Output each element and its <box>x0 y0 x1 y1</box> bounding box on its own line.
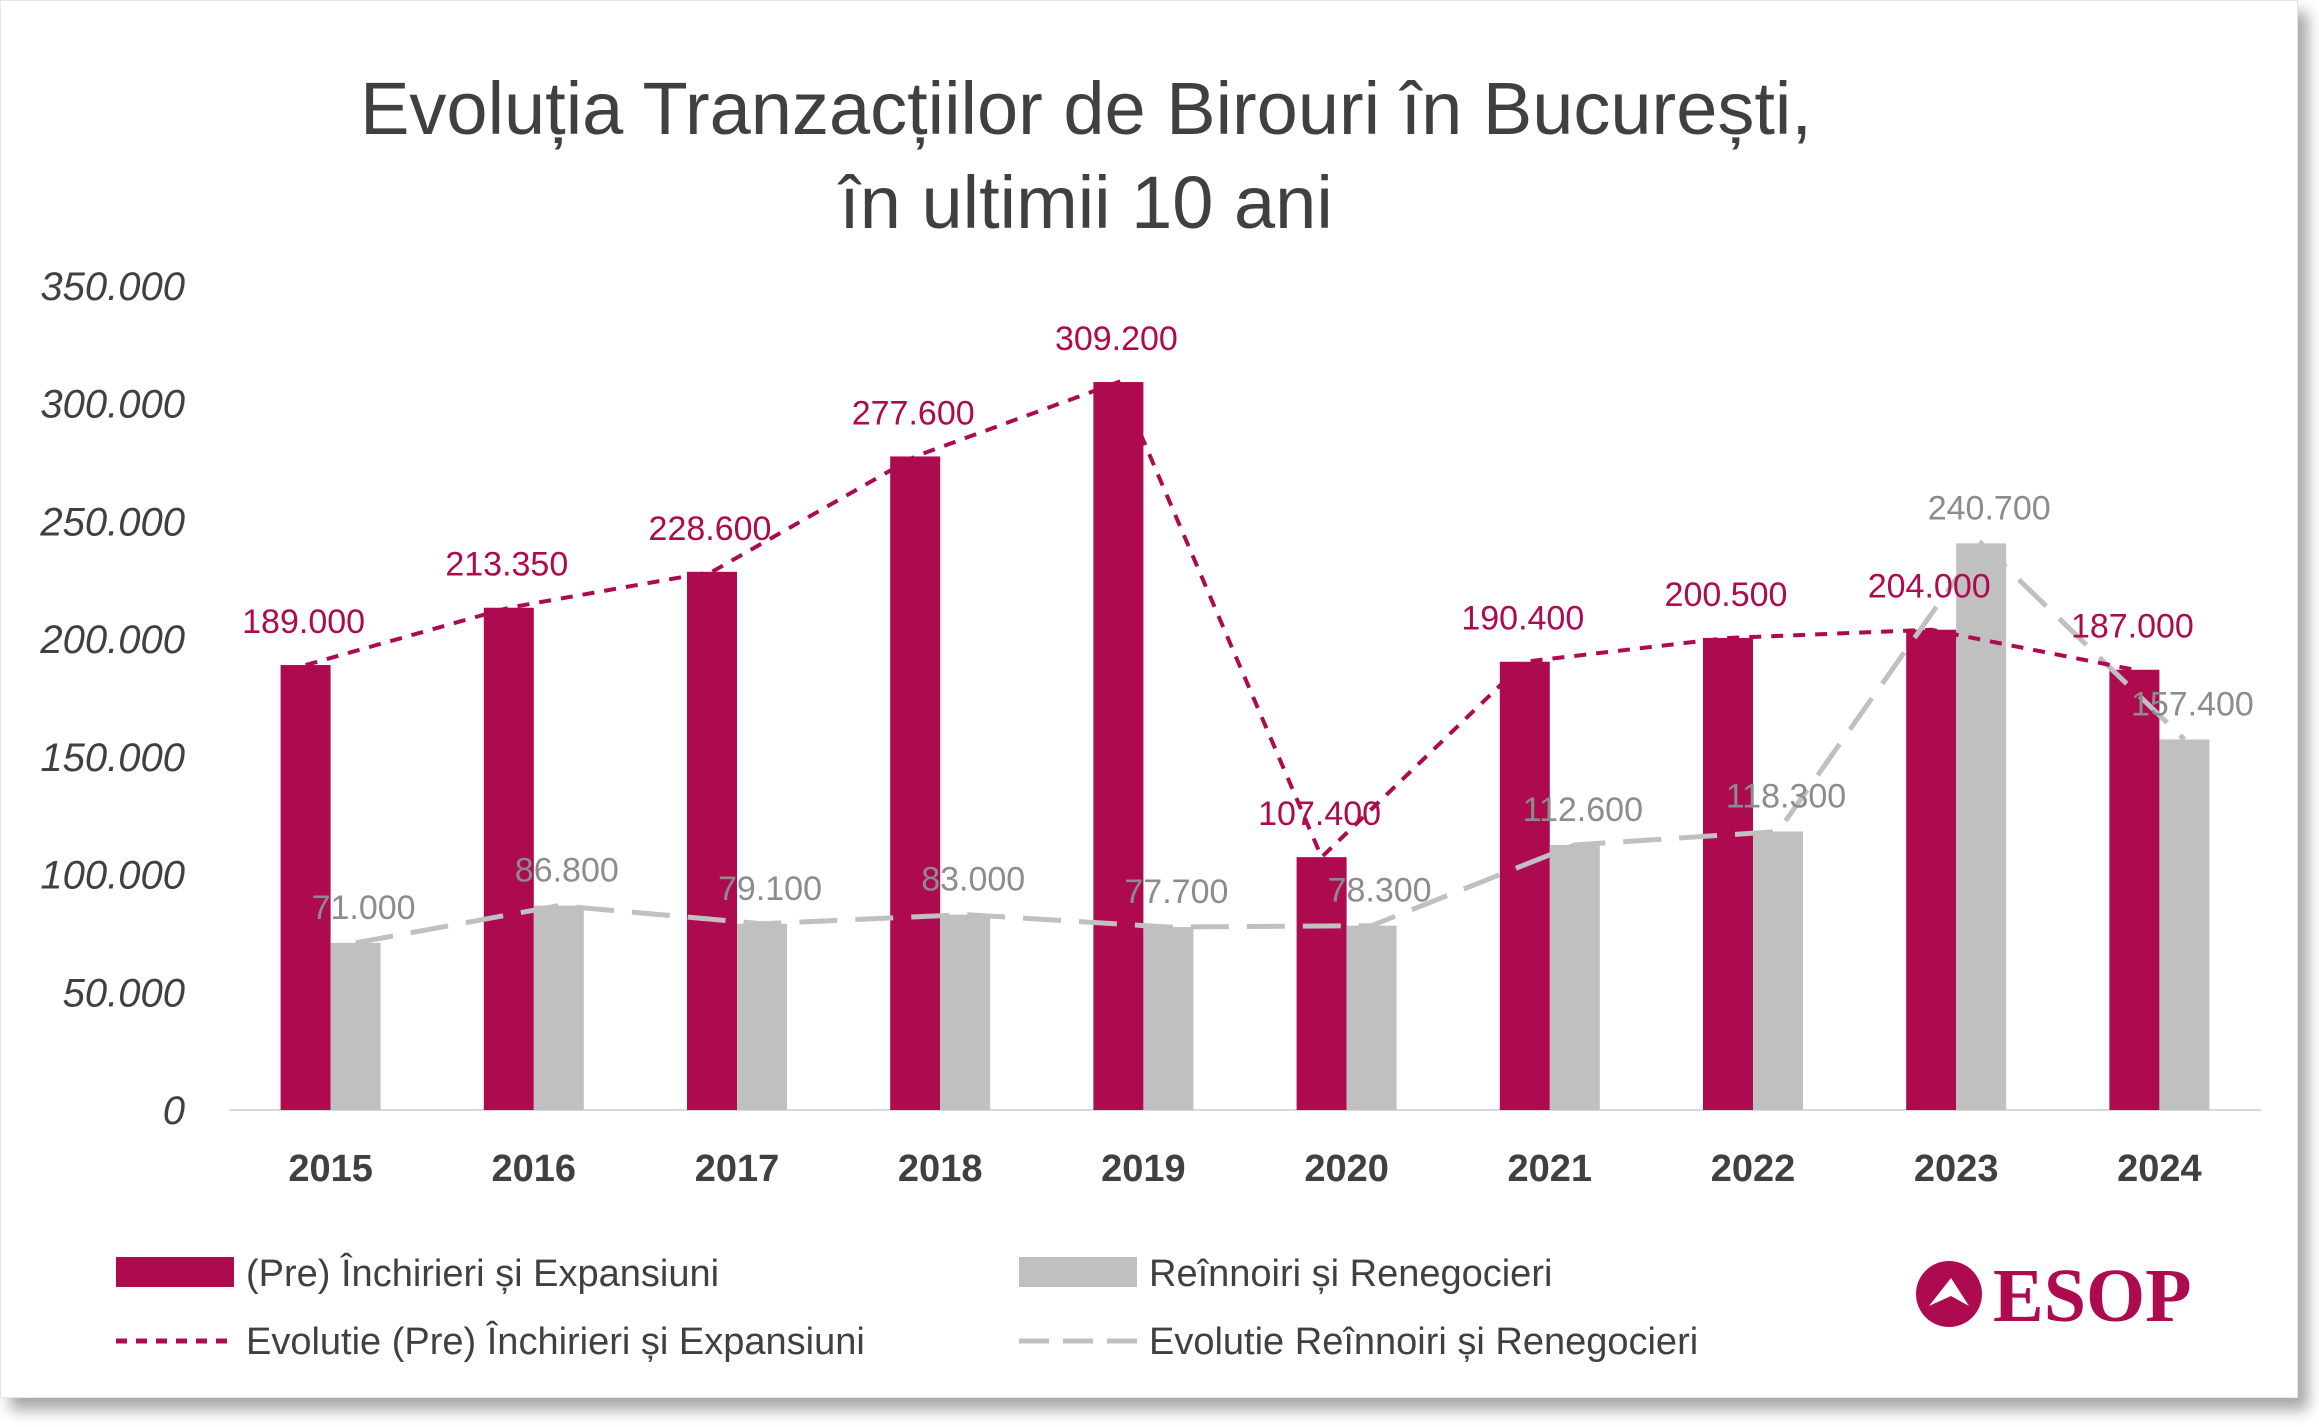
y-tick-label: 250.000 <box>39 500 185 544</box>
data-label-2023-b: 240.700 <box>1928 489 2051 527</box>
bar-2020-b <box>1346 925 1397 1110</box>
data-label-2017-b: 79.100 <box>718 870 822 908</box>
data-label-2015-a: 189.000 <box>242 603 365 641</box>
x-tick-label: 2016 <box>492 1148 577 1190</box>
chart-title-line-2: în ultimii 10 ani <box>837 161 1333 244</box>
y-tick-label: 300.000 <box>40 383 185 427</box>
legend-label-line-b: Evolutie Reînnoiri și Renegocieri <box>1149 1321 1698 1363</box>
data-label-2024-b: 157.400 <box>2131 685 2254 723</box>
data-label-2016-b: 86.800 <box>515 852 619 890</box>
bar-2015-b <box>330 942 381 1110</box>
data-label-2017-a: 228.600 <box>649 510 772 548</box>
data-label-2021-b: 112.600 <box>1523 791 1643 829</box>
data-label-2020-b: 78.300 <box>1328 872 1432 910</box>
chart-title-line-1: Evoluția Tranzacțiilor de Birouri în Buc… <box>360 67 1812 150</box>
legend-swatch-bar-b <box>1019 1257 1137 1287</box>
esop-logo: ESOP <box>1916 1254 2192 1338</box>
legend-label-bar-b: Reînnoiri și Renegocieri <box>1149 1253 1552 1295</box>
legend-swatch-bar-a <box>116 1257 234 1287</box>
data-label-2015-b: 71.000 <box>312 889 416 927</box>
y-tick-label: 150.000 <box>40 736 185 780</box>
x-tick-label: 2022 <box>1711 1148 1796 1190</box>
x-tick-label: 2024 <box>2117 1148 2202 1190</box>
x-tick-label: 2017 <box>695 1148 780 1190</box>
legend: (Pre) Închirieri și Expansiuni Reînnoiri… <box>116 1252 1698 1363</box>
y-axis-ticks: 0 50.000 100.000 150.000 200.000 250.000 300.0… <box>39 265 185 1133</box>
bar-2024-a <box>2109 669 2160 1110</box>
data-label-2018-b: 83.000 <box>921 861 1025 899</box>
chart-title: Evoluția Tranzacțiilor de Birouri în Buc… <box>360 67 1812 244</box>
bar-2016-b <box>533 905 584 1110</box>
y-tick-label: 100.000 <box>40 854 185 898</box>
trend-lines <box>305 379 2187 946</box>
x-tick-label: 2019 <box>1101 1148 1186 1190</box>
bar-2023-b <box>1956 543 2007 1110</box>
data-label-2019-b: 77.700 <box>1124 873 1228 911</box>
legend-label-line-a: Evolutie (Pre) Închirieri și Expansiuni <box>246 1320 865 1363</box>
data-label-2019-a: 309.200 <box>1055 320 1178 358</box>
chart: Evoluția Tranzacțiilor de Birouri în Buc… <box>39 67 2261 1363</box>
bar-2018-a <box>890 456 941 1110</box>
bar-2021-a <box>1499 661 1550 1110</box>
x-tick-label: 2021 <box>1508 1148 1593 1190</box>
logo-arrow-icon <box>1929 1278 1969 1306</box>
x-axis-ticks: 2015 2016 2017 2018 2019 2020 2021 2022 2023 2024 <box>288 1148 2201 1190</box>
bar-2015-a <box>280 665 331 1110</box>
data-label-2024-a: 187.000 <box>2071 608 2194 646</box>
bar-2016-a <box>483 607 534 1110</box>
y-tick-label: 200.000 <box>39 618 185 662</box>
data-label-2022-b: 118.300 <box>1726 777 1846 815</box>
data-label-2020-a: 107.400 <box>1258 795 1381 833</box>
bar-2017-b <box>737 923 787 1110</box>
bar-2022-b <box>1753 831 1803 1110</box>
data-label-2018-a: 277.600 <box>852 394 975 432</box>
bar-2019-b <box>1143 927 1194 1110</box>
bars <box>280 382 2210 1110</box>
y-tick-label: 350.000 <box>40 265 185 309</box>
data-label-2022-a: 200.500 <box>1665 576 1788 614</box>
chart-frame: Evoluția Tranzacțiilor de Birouri în Buc… <box>0 0 2298 1398</box>
trend-line-renewals <box>355 539 2187 946</box>
data-label-2023-a: 204.000 <box>1868 568 1991 606</box>
y-tick-label: 50.000 <box>63 971 185 1015</box>
data-labels: 189.000 71.000 213.350 86.800 228.600 79.100 2… <box>242 320 2254 927</box>
bar-2017-a <box>687 571 737 1110</box>
data-label-2021-a: 190.400 <box>1461 600 1584 638</box>
bar-2018-b <box>940 914 991 1110</box>
y-tick-label: 0 <box>163 1089 185 1133</box>
data-label-2016-a: 213.350 <box>445 546 568 584</box>
bar-2021-b <box>1549 844 1600 1110</box>
bar-2020-a <box>1296 857 1347 1110</box>
bar-2022-a <box>1703 637 1753 1110</box>
x-tick-label: 2018 <box>898 1148 983 1190</box>
bar-2023-a <box>1906 629 1957 1110</box>
x-tick-label: 2023 <box>1914 1148 1999 1190</box>
bar-2024-b <box>2159 739 2210 1110</box>
x-tick-label: 2015 <box>288 1148 373 1190</box>
trend-line-leasing <box>305 379 2135 861</box>
bar-2019-a <box>1093 382 1144 1110</box>
legend-label-bar-a: (Pre) Închirieri și Expansiuni <box>246 1252 719 1295</box>
x-tick-label: 2020 <box>1304 1148 1389 1190</box>
logo-text: ESOP <box>1993 1254 2192 1338</box>
